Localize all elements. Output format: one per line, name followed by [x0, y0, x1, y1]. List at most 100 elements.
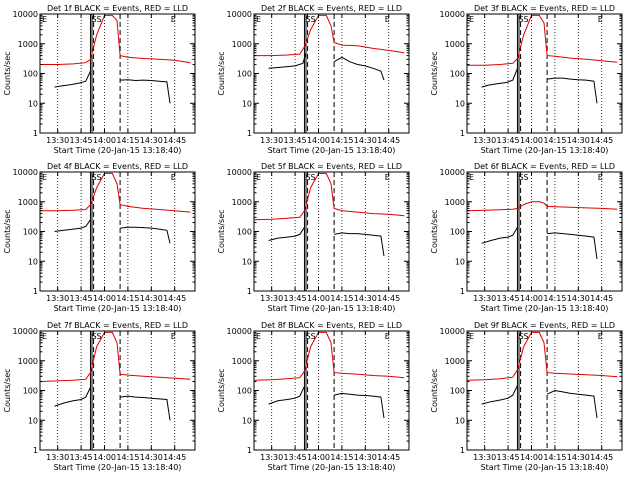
marker-ss: SS: [305, 15, 315, 24]
series-line-lld: [467, 331, 618, 381]
x-tick-label: 13:45: [70, 453, 93, 462]
x-tick-label: 13:30: [473, 136, 496, 145]
y-tick-label: 1: [33, 446, 38, 455]
series-line-events: [481, 385, 518, 405]
plot-area: [467, 172, 618, 291]
y-tick-label: 1000: [445, 357, 465, 366]
x-tick-label: 14:30: [140, 136, 163, 145]
x-tick-label: 14:00: [520, 294, 543, 303]
y-axis-label: Counts/sec: [430, 51, 439, 95]
x-tick-label: 14:15: [330, 453, 353, 462]
x-tick-label: 14:15: [116, 294, 139, 303]
y-axis-label: Counts/sec: [217, 51, 226, 95]
y-tick-label: 10000: [440, 327, 465, 336]
x-tick-label: 13:30: [260, 294, 283, 303]
series-line-events: [547, 232, 598, 259]
x-tick-label: 14:15: [543, 294, 566, 303]
series-line-events: [268, 226, 305, 241]
series-line-events: [546, 389, 598, 418]
y-axis-label: Counts/sec: [430, 368, 439, 412]
x-tick-label: 13:45: [284, 136, 307, 145]
x-axis-label: Start Time (20-Jan-15 13:18:40): [54, 304, 182, 313]
y-tick-label: 1: [460, 446, 465, 455]
series-line-events: [481, 226, 518, 244]
x-tick-label: 14:15: [116, 136, 139, 145]
series-line-events: [334, 232, 385, 257]
y-tick-label: 10000: [227, 168, 252, 177]
marker-e-left: E: [469, 332, 474, 341]
y-tick-label: 1000: [232, 357, 252, 366]
series-line-events: [481, 68, 518, 88]
x-axis-label: Start Time (20-Jan-15 13:18:40): [268, 304, 396, 313]
y-tick-label: 100: [237, 387, 252, 396]
x-tick-label: 14:15: [330, 136, 353, 145]
series-line-events: [120, 226, 171, 244]
series-line-events: [333, 56, 385, 81]
plot-area: [254, 14, 405, 133]
series-line-events: [333, 392, 385, 418]
series-line-events: [54, 219, 91, 232]
marker-ss: SS: [518, 173, 528, 182]
series-line-events: [54, 386, 91, 407]
marker-e-right: E: [385, 15, 390, 24]
marker-e-right: E: [171, 173, 176, 182]
y-tick-label: 100: [450, 70, 465, 79]
marker-e-left: E: [256, 173, 261, 182]
marker-ss: SS: [518, 15, 528, 24]
x-tick-label: 13:30: [46, 453, 69, 462]
y-tick-label: 10: [242, 416, 252, 425]
x-axis-label: Start Time (20-Jan-15 13:18:40): [481, 463, 609, 472]
x-tick-label: 14:45: [590, 136, 613, 145]
plot-area: [254, 172, 405, 291]
y-tick-label: 100: [23, 387, 38, 396]
y-tick-label: 1000: [18, 357, 38, 366]
y-tick-label: 1000: [18, 198, 38, 207]
x-tick-label: 14:00: [93, 294, 116, 303]
series-line-lld: [40, 172, 191, 213]
series-line-lld: [467, 201, 618, 212]
x-tick-label: 14:30: [354, 294, 377, 303]
y-tick-label: 100: [23, 70, 38, 79]
series-line-events: [268, 52, 307, 69]
marker-e-right: E: [385, 332, 390, 341]
y-tick-label: 10: [28, 99, 38, 108]
series-line-events: [120, 79, 171, 104]
marker-e-right: E: [171, 332, 176, 341]
x-tick-label: 13:45: [497, 453, 520, 462]
x-tick-label: 14:00: [93, 136, 116, 145]
y-tick-label: 1: [460, 129, 465, 138]
panel-title: Det 5f BLACK = Events, RED = LLD: [261, 162, 402, 171]
marker-ss: SS: [91, 173, 101, 182]
marker-e-left: E: [256, 15, 261, 24]
y-tick-label: 100: [450, 387, 465, 396]
y-tick-label: 10: [242, 257, 252, 266]
series-line-lld: [467, 14, 618, 66]
x-tick-label: 14:30: [354, 136, 377, 145]
y-tick-label: 10: [455, 99, 465, 108]
y-tick-label: 1: [247, 446, 252, 455]
panel-title: Det 8f BLACK = Events, RED = LLD: [261, 321, 402, 330]
plot-area: [40, 172, 191, 291]
y-tick-label: 100: [237, 70, 252, 79]
x-axis-label: Start Time (20-Jan-15 13:18:40): [54, 463, 182, 472]
panel-title: Det 2f BLACK = Events, RED = LLD: [261, 4, 402, 13]
marker-e-right: E: [598, 173, 603, 182]
x-tick-label: 14:30: [140, 294, 163, 303]
y-tick-label: 100: [237, 228, 252, 237]
series-line-lld: [254, 331, 405, 381]
panel-title: Det 7f BLACK = Events, RED = LLD: [47, 321, 188, 330]
x-tick-label: 14:00: [520, 453, 543, 462]
y-axis-label: Counts/sec: [217, 368, 226, 412]
y-tick-label: 10: [455, 257, 465, 266]
marker-e-left: E: [469, 173, 474, 182]
series-line-lld: [40, 331, 191, 382]
y-tick-label: 10000: [13, 10, 38, 19]
y-tick-label: 1000: [18, 40, 38, 49]
